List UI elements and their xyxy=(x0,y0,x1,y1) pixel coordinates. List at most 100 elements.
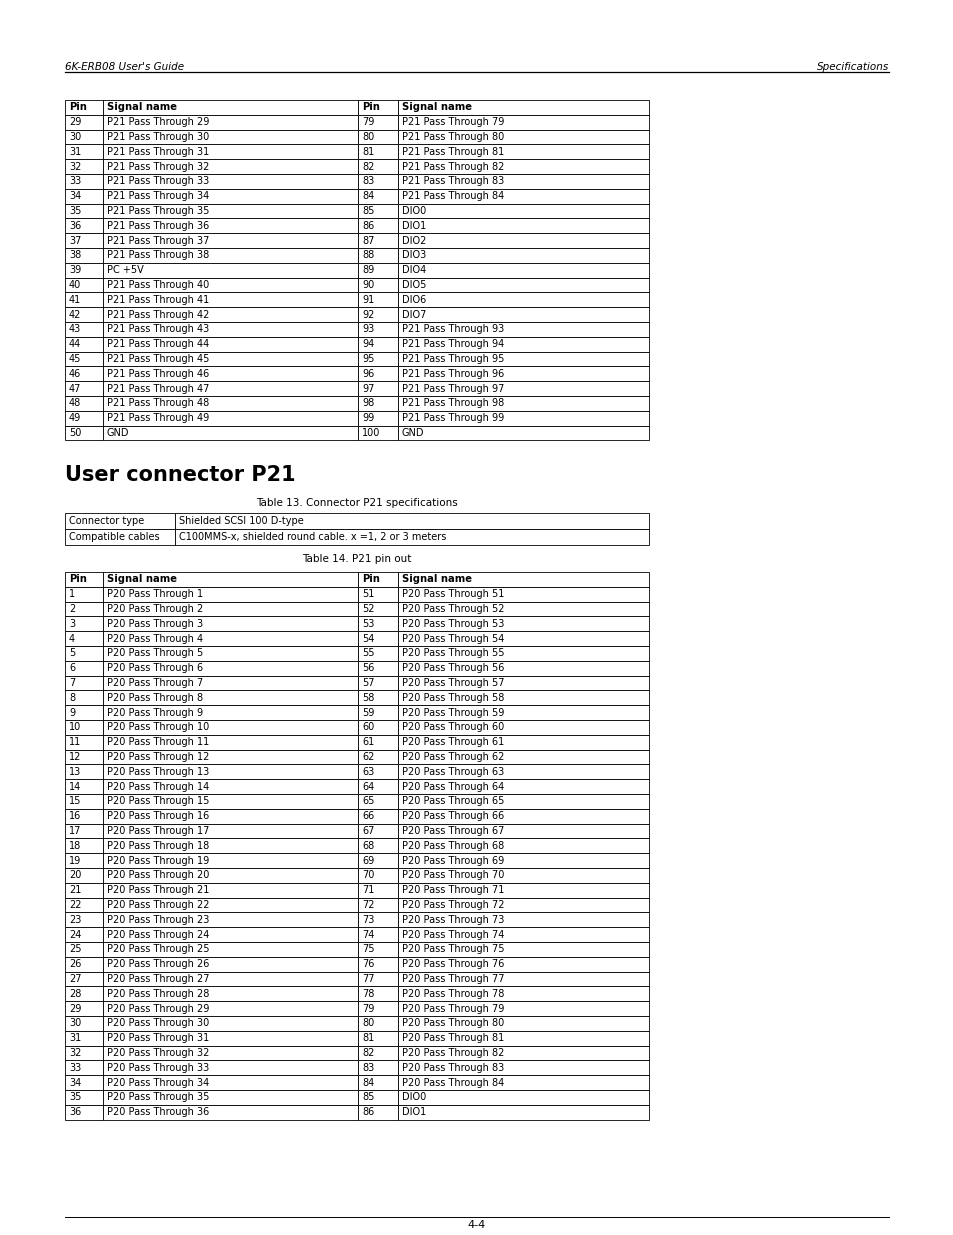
Bar xyxy=(397,1076,648,1091)
Text: P21 Pass Through 93: P21 Pass Through 93 xyxy=(401,325,504,335)
Bar xyxy=(103,942,357,957)
Bar xyxy=(65,263,103,278)
Bar xyxy=(357,219,397,233)
Bar xyxy=(65,1002,103,1016)
Text: 31: 31 xyxy=(69,1034,81,1044)
Text: 15: 15 xyxy=(69,797,81,806)
Bar xyxy=(103,189,357,204)
Text: 32: 32 xyxy=(69,162,81,172)
Text: P20 Pass Through 35: P20 Pass Through 35 xyxy=(107,1093,209,1103)
Bar xyxy=(103,426,357,441)
Text: 42: 42 xyxy=(69,310,81,320)
Text: P21 Pass Through 96: P21 Pass Through 96 xyxy=(401,369,504,379)
Bar xyxy=(103,764,357,779)
Text: 24: 24 xyxy=(69,930,81,940)
Bar xyxy=(103,957,357,972)
Text: 34: 34 xyxy=(69,191,81,201)
Bar xyxy=(65,824,103,839)
Text: 23: 23 xyxy=(69,915,81,925)
Text: P20 Pass Through 16: P20 Pass Through 16 xyxy=(107,811,209,821)
Text: P20 Pass Through 77: P20 Pass Through 77 xyxy=(401,974,504,984)
Bar xyxy=(65,204,103,219)
Text: 83: 83 xyxy=(361,1063,374,1073)
Text: 31: 31 xyxy=(69,147,81,157)
Bar xyxy=(65,764,103,779)
Bar xyxy=(65,293,103,308)
Bar xyxy=(357,942,397,957)
Text: 82: 82 xyxy=(361,162,374,172)
Text: P21 Pass Through 29: P21 Pass Through 29 xyxy=(107,117,209,127)
Text: 48: 48 xyxy=(69,399,81,409)
Bar xyxy=(103,1061,357,1076)
Bar xyxy=(357,720,397,735)
Bar xyxy=(65,322,103,337)
Text: P20 Pass Through 21: P20 Pass Through 21 xyxy=(107,885,209,895)
Bar xyxy=(397,1046,648,1061)
Bar xyxy=(103,735,357,750)
Bar xyxy=(103,159,357,174)
Bar xyxy=(103,646,357,661)
Text: 59: 59 xyxy=(361,708,374,718)
Text: P20 Pass Through 62: P20 Pass Through 62 xyxy=(401,752,504,762)
Text: DIO6: DIO6 xyxy=(401,295,426,305)
Bar xyxy=(65,1031,103,1046)
Bar xyxy=(65,352,103,367)
Text: P20 Pass Through 31: P20 Pass Through 31 xyxy=(107,1034,209,1044)
Text: 5: 5 xyxy=(69,648,75,658)
Text: P20 Pass Through 8: P20 Pass Through 8 xyxy=(107,693,203,703)
Bar xyxy=(357,144,397,159)
Bar xyxy=(397,646,648,661)
Bar xyxy=(65,411,103,426)
Bar xyxy=(65,382,103,396)
Text: P20 Pass Through 12: P20 Pass Through 12 xyxy=(107,752,209,762)
Text: P20 Pass Through 15: P20 Pass Through 15 xyxy=(107,797,209,806)
Text: P20 Pass Through 19: P20 Pass Through 19 xyxy=(107,856,209,866)
Text: DIO1: DIO1 xyxy=(401,1108,426,1118)
Bar xyxy=(357,352,397,367)
Bar xyxy=(397,159,648,174)
Bar xyxy=(65,705,103,720)
Text: 95: 95 xyxy=(361,354,374,364)
Bar xyxy=(357,690,397,705)
Text: 66: 66 xyxy=(361,811,374,821)
Bar xyxy=(397,308,648,322)
Text: 40: 40 xyxy=(69,280,81,290)
Text: 94: 94 xyxy=(361,340,374,350)
Text: C100MMS-x, shielded round cable. x =1, 2 or 3 meters: C100MMS-x, shielded round cable. x =1, 2… xyxy=(179,532,446,542)
Text: 34: 34 xyxy=(69,1078,81,1088)
Text: P20 Pass Through 83: P20 Pass Through 83 xyxy=(401,1063,504,1073)
Text: P20 Pass Through 29: P20 Pass Through 29 xyxy=(107,1004,209,1014)
Text: 71: 71 xyxy=(361,885,374,895)
Bar xyxy=(65,809,103,824)
Text: 77: 77 xyxy=(361,974,375,984)
Text: 41: 41 xyxy=(69,295,81,305)
Bar xyxy=(65,396,103,411)
Text: P20 Pass Through 82: P20 Pass Through 82 xyxy=(401,1049,504,1058)
Text: P20 Pass Through 74: P20 Pass Through 74 xyxy=(401,930,504,940)
Bar xyxy=(65,1061,103,1076)
Bar xyxy=(65,572,103,587)
Bar xyxy=(103,263,357,278)
Text: P20 Pass Through 81: P20 Pass Through 81 xyxy=(401,1034,504,1044)
Text: 91: 91 xyxy=(361,295,374,305)
Bar xyxy=(357,159,397,174)
Text: P20 Pass Through 78: P20 Pass Through 78 xyxy=(401,989,504,999)
Bar xyxy=(65,587,103,601)
Bar xyxy=(65,337,103,352)
Bar xyxy=(397,189,648,204)
Bar xyxy=(65,690,103,705)
Bar xyxy=(65,1091,103,1105)
Text: 93: 93 xyxy=(361,325,374,335)
Text: P21 Pass Through 42: P21 Pass Through 42 xyxy=(107,310,209,320)
Text: 80: 80 xyxy=(361,1019,374,1029)
Text: 29: 29 xyxy=(69,117,81,127)
Text: 97: 97 xyxy=(361,384,374,394)
Bar xyxy=(357,278,397,293)
Text: P21 Pass Through 98: P21 Pass Through 98 xyxy=(401,399,504,409)
Text: 19: 19 xyxy=(69,856,81,866)
Text: 79: 79 xyxy=(361,1004,374,1014)
Text: DIO1: DIO1 xyxy=(401,221,426,231)
Text: P21 Pass Through 81: P21 Pass Through 81 xyxy=(401,147,504,157)
Bar xyxy=(397,352,648,367)
Text: 75: 75 xyxy=(361,945,375,955)
